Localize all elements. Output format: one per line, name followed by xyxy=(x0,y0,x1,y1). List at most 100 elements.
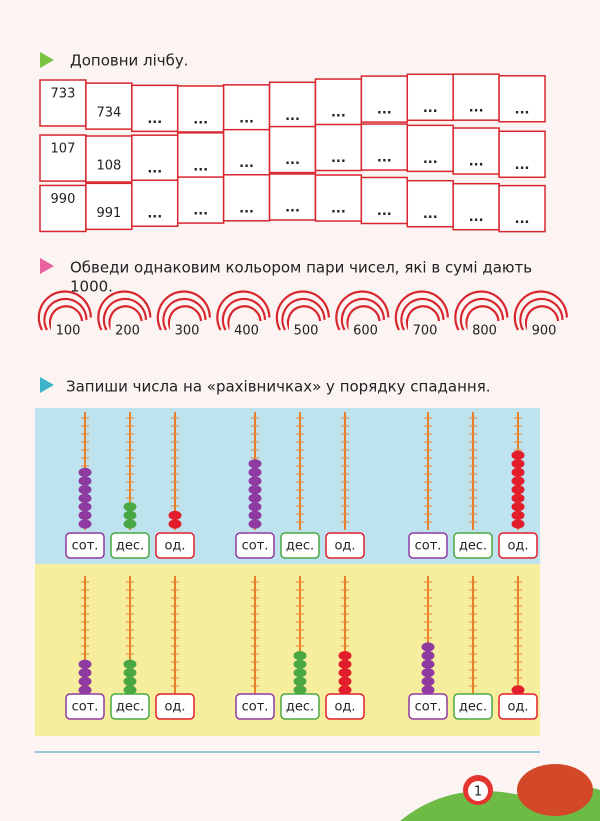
bead xyxy=(78,493,92,503)
bead xyxy=(511,476,525,486)
spiral xyxy=(162,297,207,331)
bead xyxy=(78,485,92,495)
cell-text: ... xyxy=(331,106,346,121)
bullet-icon xyxy=(40,52,54,68)
place-label: сот. xyxy=(415,539,442,554)
bead xyxy=(248,510,262,520)
spiral xyxy=(525,305,560,331)
place-label: од. xyxy=(507,539,528,554)
bead xyxy=(421,651,435,661)
number-cell xyxy=(131,179,179,227)
number-cell xyxy=(406,179,454,228)
bead xyxy=(293,659,307,669)
number-bg xyxy=(348,321,383,339)
bead xyxy=(248,485,262,495)
number-cell xyxy=(360,75,409,123)
spiral xyxy=(394,290,449,331)
label-box xyxy=(325,532,365,559)
spiral xyxy=(346,305,381,331)
number-cell xyxy=(131,134,179,182)
place-label: сот. xyxy=(242,700,269,715)
number: 300 xyxy=(175,324,200,339)
spiral xyxy=(108,305,143,331)
cell-text: ... xyxy=(147,207,162,222)
bead xyxy=(78,510,92,520)
bead xyxy=(421,676,435,687)
number-cell xyxy=(222,128,271,177)
label-box xyxy=(235,693,275,720)
bead xyxy=(78,659,92,669)
label-box xyxy=(155,532,195,559)
spiral xyxy=(281,297,326,331)
cell-text: ... xyxy=(377,204,392,219)
label-box xyxy=(65,532,105,559)
bead xyxy=(248,519,262,529)
place-label: дес. xyxy=(286,539,314,554)
spiral xyxy=(43,297,88,331)
bead xyxy=(511,502,525,512)
label-box xyxy=(65,693,105,720)
bullet-icon xyxy=(40,377,54,393)
bead xyxy=(168,510,182,520)
cell-text: ... xyxy=(423,101,438,116)
cell-text: ... xyxy=(423,207,438,222)
number-bg xyxy=(289,321,323,339)
number-cell xyxy=(39,184,87,233)
number-bg xyxy=(408,321,442,339)
number-cell xyxy=(39,79,87,127)
place-label: од. xyxy=(164,539,185,554)
bead xyxy=(168,519,182,529)
number: 200 xyxy=(115,324,140,339)
bead xyxy=(338,685,352,695)
number-cell xyxy=(85,182,133,231)
bead xyxy=(293,685,307,695)
cell-text: ... xyxy=(515,212,530,227)
bead xyxy=(511,519,525,529)
number-bg xyxy=(51,321,85,339)
number: 100 xyxy=(56,324,81,339)
label-box xyxy=(110,693,150,720)
number: 800 xyxy=(472,324,497,339)
number-bg xyxy=(170,321,204,339)
bead xyxy=(338,651,352,661)
number-cell xyxy=(360,123,409,171)
bead xyxy=(511,485,525,495)
bead xyxy=(338,668,352,678)
cell-text: ... xyxy=(423,152,438,167)
bead xyxy=(78,467,92,477)
bead xyxy=(78,685,92,695)
bead xyxy=(248,493,262,503)
cell-text: ... xyxy=(377,151,392,166)
bead xyxy=(338,676,352,687)
number-cell xyxy=(406,73,454,122)
bead xyxy=(421,668,435,678)
bead xyxy=(293,668,307,678)
bead xyxy=(511,450,525,460)
bead xyxy=(248,467,262,477)
place-label: сот. xyxy=(242,539,269,554)
number-bg xyxy=(527,321,561,339)
place-label: дес. xyxy=(116,700,144,715)
spiral xyxy=(168,305,203,331)
spiral xyxy=(465,305,500,331)
spiral xyxy=(519,297,564,331)
number-cell xyxy=(498,184,546,233)
cell-text: ... xyxy=(469,155,484,170)
spiral xyxy=(156,290,211,331)
cell-text: ... xyxy=(331,202,346,217)
cell-text: ... xyxy=(285,153,300,168)
number: 400 xyxy=(234,324,259,339)
number-cell xyxy=(314,78,363,126)
bead xyxy=(511,459,525,469)
spiral xyxy=(340,297,386,331)
bead xyxy=(123,685,137,695)
bead xyxy=(421,642,435,652)
place-label: дес. xyxy=(459,700,487,715)
bead xyxy=(78,502,92,512)
place-label: сот. xyxy=(72,539,99,554)
cell-text: ... xyxy=(469,101,484,116)
label-box xyxy=(155,693,195,720)
cell-text: ... xyxy=(469,210,484,225)
